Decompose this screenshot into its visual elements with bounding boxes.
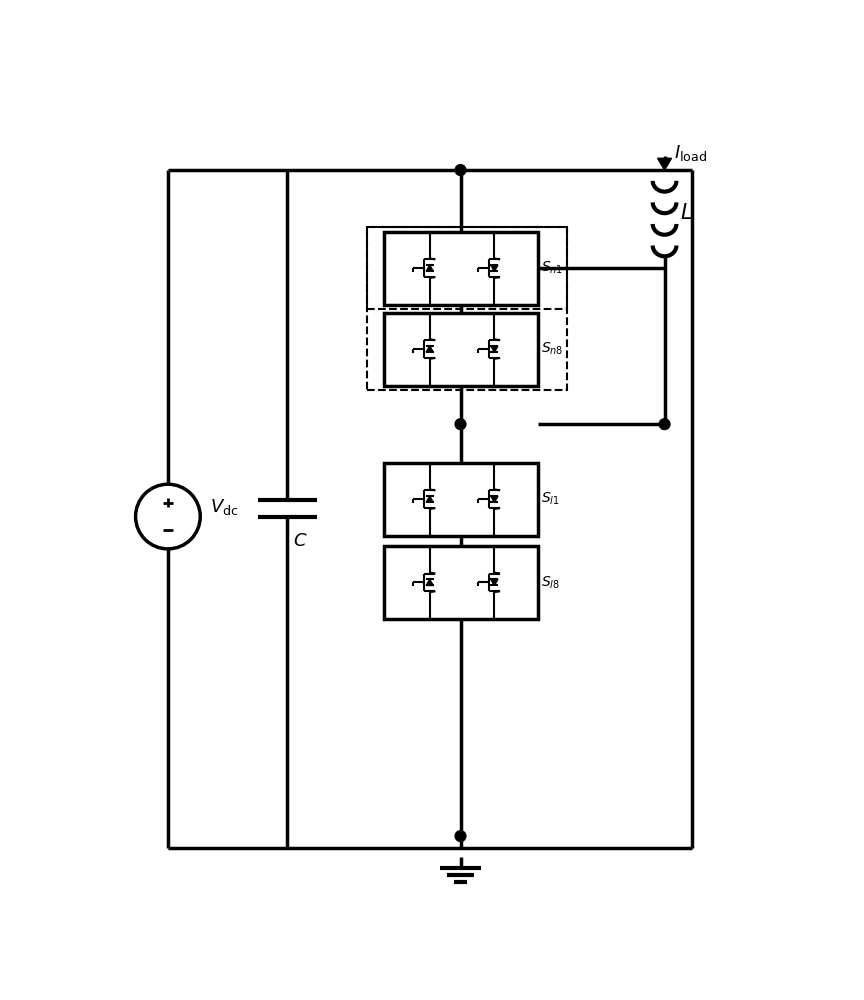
Text: $I_{\mathrm{load}}$: $I_{\mathrm{load}}$ [674,143,707,163]
Polygon shape [426,579,434,585]
Bar [384,546,537,619]
Circle shape [455,419,466,430]
Bar [366,227,567,309]
Text: $S_{l1}$: $S_{l1}$ [542,491,560,507]
Circle shape [455,165,466,175]
Polygon shape [492,580,495,583]
Polygon shape [492,266,495,269]
Text: $C$: $C$ [294,532,308,550]
Text: $L$: $L$ [680,203,692,223]
Polygon shape [426,496,434,502]
Polygon shape [426,346,434,352]
Polygon shape [426,265,434,271]
Circle shape [455,831,466,841]
Polygon shape [491,579,498,585]
Bar [384,463,537,536]
Polygon shape [491,496,498,502]
Bar [384,313,537,386]
Circle shape [659,419,670,430]
Text: $S_{n1}$: $S_{n1}$ [542,260,563,276]
Text: $V_{\mathrm{dc}}$: $V_{\mathrm{dc}}$ [210,497,238,517]
Text: $S_{n8}$: $S_{n8}$ [542,341,564,357]
Polygon shape [658,158,671,170]
Polygon shape [491,265,498,271]
Polygon shape [492,347,495,350]
Polygon shape [492,497,495,500]
Polygon shape [491,346,498,352]
Text: $S_{l8}$: $S_{l8}$ [542,574,561,591]
Bar [384,232,537,305]
Bar [366,227,567,390]
